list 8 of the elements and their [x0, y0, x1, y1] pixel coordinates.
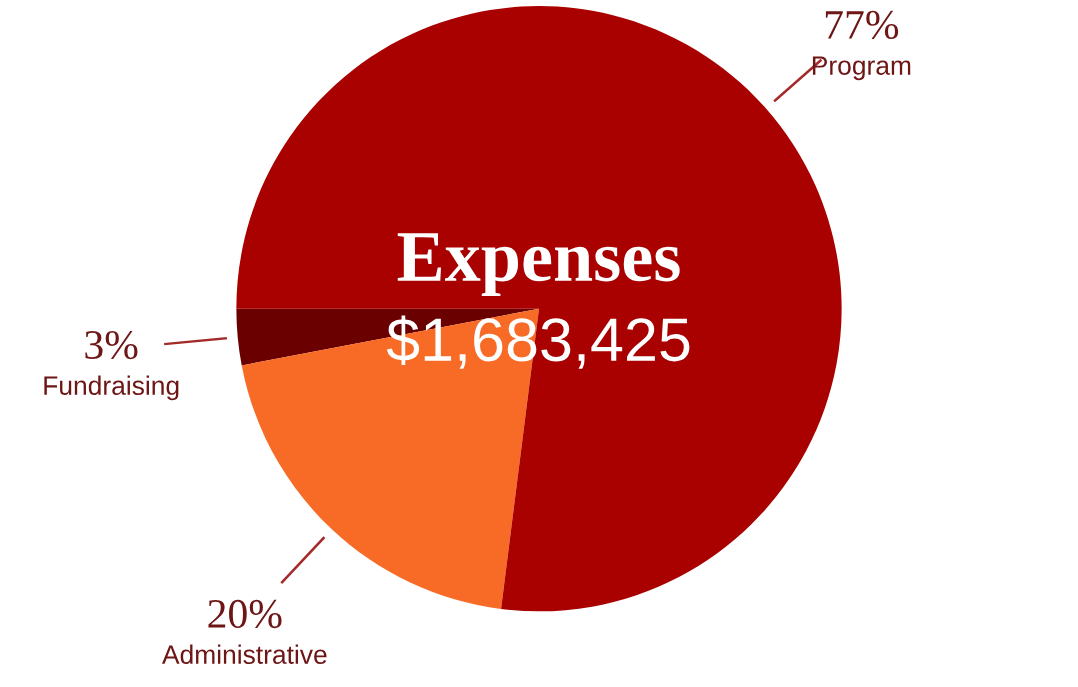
data-label: 77%	[825, 10, 899, 40]
slice-label: Program	[812, 56, 911, 81]
text: Expenses	[397, 233, 680, 297]
data-label: 3%	[85, 330, 138, 360]
slice-label: Administrative	[162, 644, 327, 664]
slice-label: Fundraising	[44, 375, 179, 401]
text: $1,683,425	[386, 315, 690, 369]
data-label: 20%	[208, 599, 282, 629]
